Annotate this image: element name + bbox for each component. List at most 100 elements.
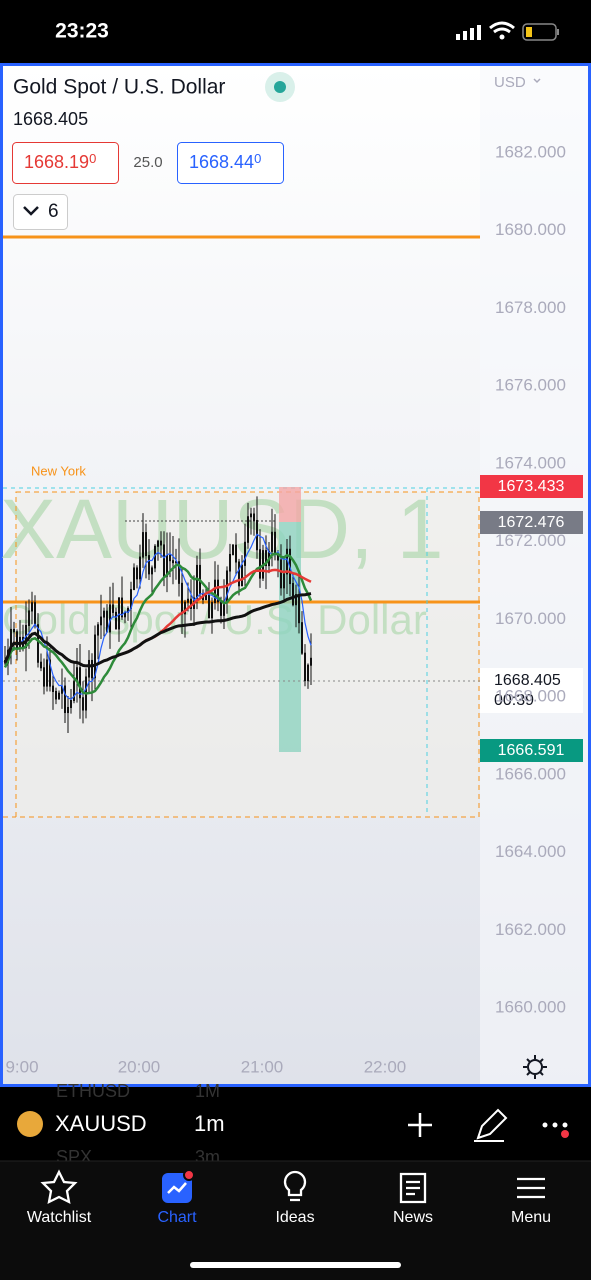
price-tags: 1673.433 1672.476 1668.405 00:39 1666.59… (480, 475, 583, 762)
candle-body (154, 545, 156, 569)
candle-body (79, 667, 81, 699)
candle-body (223, 601, 225, 616)
candle-body (175, 561, 177, 564)
candle-body (31, 602, 33, 612)
candle-body (214, 579, 216, 604)
settings-icon[interactable] (523, 1055, 547, 1079)
candle-body (100, 616, 102, 626)
tag-low-text: 1666.591 (498, 742, 565, 759)
time-axis-label: 20:00 (118, 1057, 161, 1076)
sell-button[interactable] (12, 142, 119, 184)
candle-body (103, 610, 105, 618)
candle-body (205, 594, 207, 601)
candle-body (211, 602, 213, 619)
draw-button[interactable] (474, 1108, 508, 1142)
nav-label: Menu (511, 1209, 551, 1226)
indicators-toggle[interactable] (13, 194, 68, 230)
buy-button[interactable] (177, 142, 284, 184)
toolbar-interval[interactable]: 1m (194, 1111, 225, 1136)
moving-average (4, 533, 312, 701)
candle-body (304, 652, 306, 682)
candle-body (139, 556, 141, 580)
nav-badge (183, 1169, 195, 1181)
candle-body (148, 555, 150, 575)
candle-body (136, 567, 138, 580)
candle-body (181, 582, 183, 615)
ask-digit: 0 (254, 151, 261, 166)
tag-high-text: 1673.433 (498, 478, 565, 495)
nav-item[interactable]: Watchlist (27, 1169, 92, 1226)
more-button[interactable] (542, 1122, 570, 1139)
candle-body (121, 597, 123, 618)
candle-body (208, 594, 210, 619)
candle-body (130, 589, 132, 609)
candle-body (160, 540, 162, 546)
candle-body (157, 540, 159, 547)
session-label: New York (31, 463, 86, 478)
candle-body (259, 549, 261, 579)
status-icons (456, 21, 559, 41)
candle-body (238, 561, 240, 587)
nav-label: Chart (157, 1209, 197, 1226)
price-axis-label: 1662.000 (495, 920, 566, 939)
candle-body (265, 550, 267, 567)
candle-body (178, 561, 180, 584)
add-button[interactable] (408, 1113, 432, 1137)
toolbar-symbol[interactable]: XAUUSD (55, 1111, 147, 1136)
nav-item[interactable]: Menu (511, 1177, 551, 1226)
candle-body (166, 555, 168, 577)
candle-body (28, 610, 30, 626)
price-axis-label: 1664.000 (495, 842, 566, 861)
candle-body (247, 516, 249, 543)
bid-digit: 0 (89, 151, 96, 166)
candle-body (229, 553, 231, 572)
candle-body (190, 598, 192, 609)
candle-body (286, 548, 288, 575)
nav-item[interactable]: Ideas (275, 1170, 315, 1226)
candle-body (241, 564, 243, 587)
candle-body (109, 604, 111, 633)
bid: 1668.19 (24, 152, 89, 172)
candle-body (244, 541, 246, 566)
price-axis-label: 1660.000 (495, 998, 566, 1017)
candle-body (187, 598, 189, 603)
nav-icon (517, 1177, 545, 1199)
time-axis-label: 21:00 (241, 1057, 284, 1076)
nav-label: Watchlist (27, 1209, 92, 1226)
candle-body (235, 544, 237, 563)
tag-last-text: 1668.405 (494, 672, 561, 689)
bid-price: 1668.190 (24, 151, 96, 171)
candle-body (133, 567, 135, 591)
behind-interval: 1M (195, 1081, 220, 1101)
candle-body (172, 560, 174, 564)
tag-level (480, 511, 583, 534)
currency[interactable]: USD (494, 74, 526, 91)
nav-icon (399, 1172, 427, 1204)
candle-body (220, 601, 222, 616)
price-axis-label: 1672.000 (495, 531, 566, 550)
nav-item[interactable]: Chart (157, 1169, 197, 1226)
nav-label: News (393, 1209, 433, 1226)
behind-symbol: ETHUSD (56, 1081, 130, 1101)
candle-body (232, 544, 234, 555)
watermark-name: Gold Spot / U.S. Dollar (2, 596, 427, 643)
moving-average (3, 552, 313, 695)
price-axis-label: 1678.000 (495, 298, 566, 317)
candle-body (55, 690, 57, 700)
ask: 1668.44 (189, 152, 254, 172)
candle-body (115, 611, 117, 630)
candle-body (46, 659, 48, 687)
nav-icon (40, 1169, 78, 1205)
price-axis-label: 1670.000 (495, 609, 566, 628)
tag-level-text: 1672.476 (498, 514, 565, 531)
candle-body (34, 602, 36, 626)
price-axis-label: 1666.000 (495, 764, 566, 783)
candle-body (145, 532, 147, 557)
candle-body (271, 531, 273, 552)
last-price: 1668.405 (13, 109, 88, 129)
nav-item[interactable]: News (393, 1172, 433, 1226)
candle-body (124, 611, 126, 618)
price-axis-label: 1674.000 (495, 453, 566, 472)
candle-body (292, 583, 294, 606)
